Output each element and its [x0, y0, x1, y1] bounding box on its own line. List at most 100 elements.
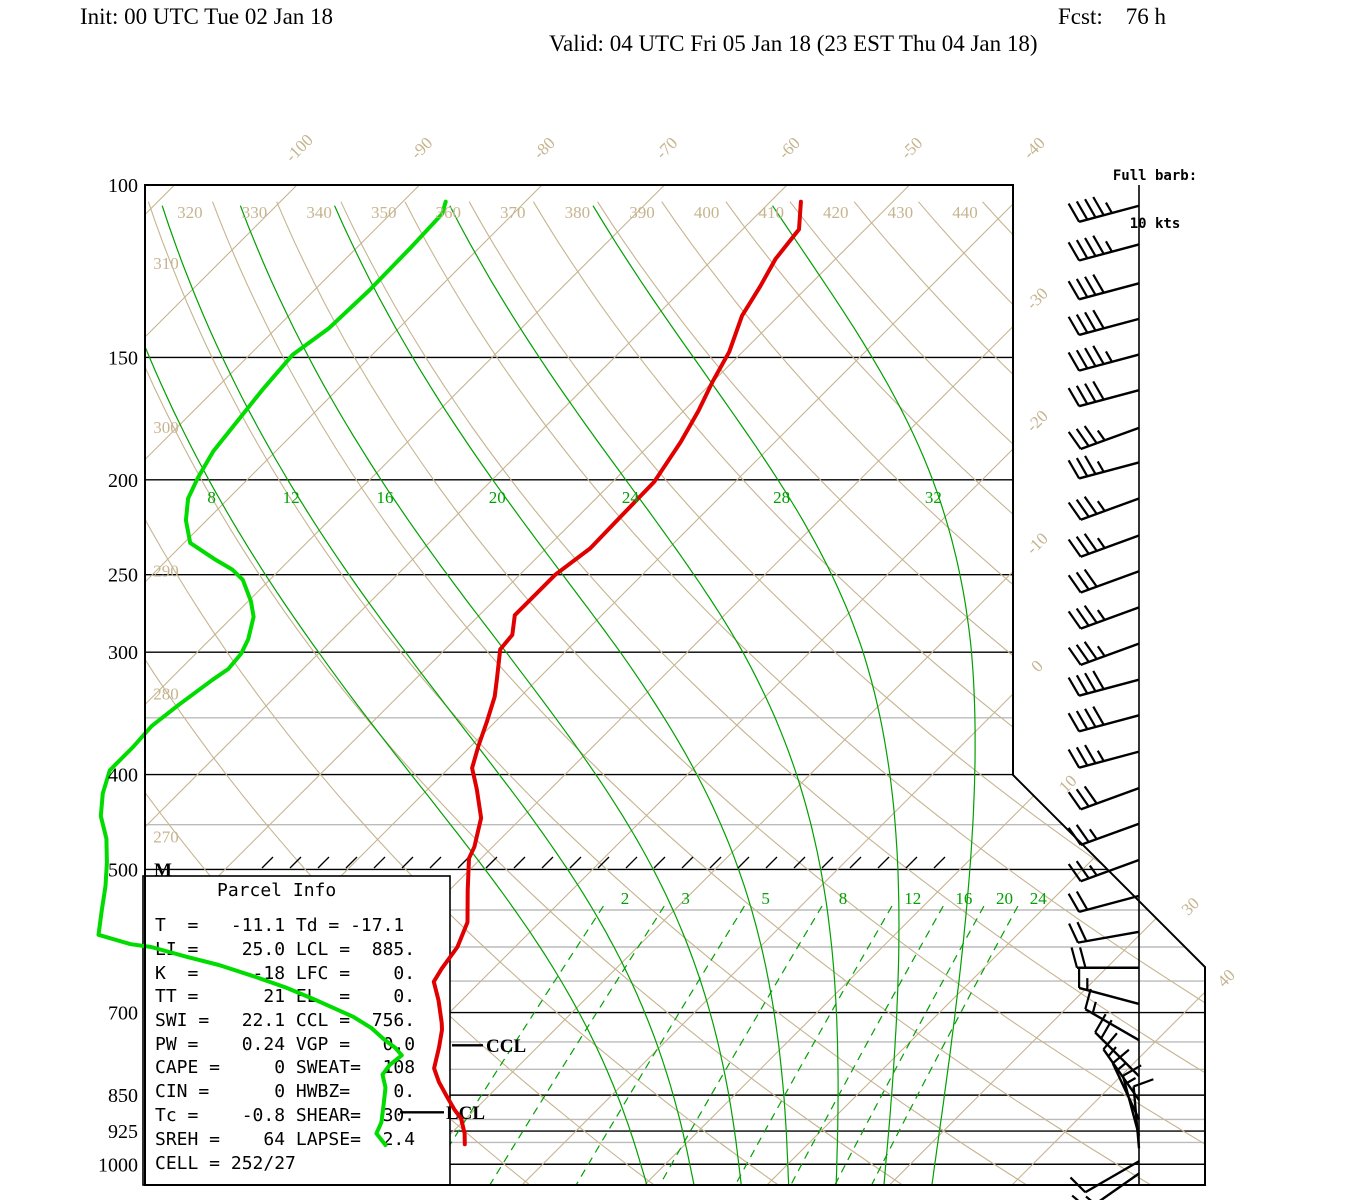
parcel-info-title: Parcel Info — [217, 880, 336, 901]
svg-text:370: 370 — [500, 203, 526, 222]
wind-barb — [1078, 966, 1140, 1006]
temperature-curve — [431, 199, 803, 1147]
svg-text:-20: -20 — [1022, 406, 1051, 435]
wind-barb — [1068, 921, 1140, 944]
wind-barb — [1067, 706, 1140, 733]
parcel-row: CELL = 252/27 — [155, 1153, 296, 1174]
svg-text:250: 250 — [108, 565, 138, 587]
wind-barb — [1084, 988, 1140, 1042]
svg-text:16: 16 — [955, 889, 972, 908]
svg-text:320: 320 — [177, 203, 203, 222]
svg-text:350: 350 — [371, 203, 397, 222]
svg-text:400: 400 — [108, 765, 138, 787]
svg-text:-30: -30 — [1022, 284, 1051, 313]
parcel-row: TT = 21 EL = 0. — [155, 986, 415, 1007]
wind-barb — [1067, 345, 1140, 372]
svg-text:30: 30 — [1178, 894, 1203, 919]
parcel-row: SWI = 22.1 CCL = 756. — [155, 1010, 415, 1031]
wind-barb — [1067, 568, 1140, 594]
svg-text:380: 380 — [565, 203, 591, 222]
wind-barb — [1067, 309, 1140, 337]
svg-text:150: 150 — [108, 347, 138, 369]
parcel-row: Tc = -0.8 SHEAR= 30. — [155, 1105, 415, 1126]
svg-text:0: 0 — [1027, 656, 1046, 675]
parcel-info-box: Parcel Info T = -11.1 Td = -17.1 LI = 25… — [142, 875, 451, 1186]
svg-text:200: 200 — [108, 470, 138, 492]
ccl-marker-label: CCL — [486, 1036, 526, 1057]
full-barb-legend-line1: Full barb: — [1112, 168, 1198, 184]
svg-text:310: 310 — [153, 254, 179, 273]
svg-text:12: 12 — [283, 488, 300, 507]
svg-text:24: 24 — [622, 488, 640, 507]
svg-text:420: 420 — [823, 203, 849, 222]
parcel-row: CIN = 0 HWBZ= 0. — [155, 1081, 415, 1102]
wind-barb — [1067, 235, 1140, 262]
wind-barb — [1067, 670, 1140, 697]
wind-barb — [1067, 604, 1140, 630]
svg-text:440: 440 — [952, 203, 978, 222]
svg-text:2: 2 — [621, 889, 630, 908]
wind-barb — [1067, 496, 1140, 521]
sounding-profiles — [96, 199, 803, 1148]
svg-text:270: 270 — [153, 828, 179, 847]
svg-text:-80: -80 — [529, 133, 558, 162]
full-barb-legend: Full barb: 10 kts — [1100, 136, 1210, 264]
valid-time-label: Valid: 04 UTC Fri 05 Jan 18 (23 EST Thu … — [549, 31, 1038, 56]
wind-barb — [1067, 822, 1140, 847]
svg-text:-100: -100 — [281, 130, 316, 165]
svg-text:10: 10 — [1055, 771, 1080, 796]
m-level-label: M — [154, 860, 172, 881]
svg-text:360: 360 — [435, 203, 461, 222]
parcel-row: K = -18 LFC = 0. — [155, 963, 415, 984]
parcel-row: CAPE = 0 SWEAT= 108 — [155, 1057, 415, 1078]
wind-barb — [1067, 455, 1140, 480]
wind-barb — [1067, 641, 1140, 666]
svg-text:-10: -10 — [1022, 529, 1051, 558]
wind-barb — [1071, 1172, 1140, 1200]
svg-text:430: 430 — [888, 203, 914, 222]
wind-barb — [1070, 947, 1139, 969]
svg-text:280: 280 — [153, 684, 179, 703]
chart-frame — [144, 184, 1206, 1186]
wind-barb — [1067, 196, 1140, 223]
wind-barb — [1067, 858, 1140, 883]
parcel-row: PW = 0.24 VGP = 0.0 — [155, 1034, 415, 1055]
svg-text:12: 12 — [904, 889, 921, 908]
svg-text:8: 8 — [839, 889, 848, 908]
svg-text:100: 100 — [108, 175, 138, 197]
svg-text:40: 40 — [1213, 965, 1238, 990]
full-barb-legend-line2: 10 kts — [1129, 216, 1181, 232]
svg-text:32: 32 — [925, 488, 942, 507]
parcel-row: SREH = 64 LAPSE= 2.4 — [155, 1129, 415, 1150]
wind-barb — [1069, 1160, 1140, 1194]
dewpoint-curve — [96, 199, 448, 1148]
svg-text:1000: 1000 — [98, 1154, 138, 1176]
svg-text:20: 20 — [489, 488, 506, 507]
wind-barb — [1067, 744, 1140, 769]
svg-text:400: 400 — [694, 203, 720, 222]
svg-text:410: 410 — [758, 203, 784, 222]
svg-text:300: 300 — [108, 642, 138, 664]
wind-barb — [1067, 380, 1140, 408]
parcel-row: T = -11.1 Td = -17.1 — [155, 915, 404, 936]
svg-text:330: 330 — [242, 203, 268, 222]
svg-text:340: 340 — [306, 203, 332, 222]
wind-barb — [1067, 425, 1140, 451]
wind-barb — [1067, 273, 1140, 301]
svg-text:925: 925 — [108, 1121, 138, 1143]
init-time-label: Init: 00 UTC Tue 02 Jan 18 — [80, 4, 334, 29]
svg-text:-50: -50 — [897, 133, 926, 162]
svg-text:300: 300 — [153, 418, 179, 437]
wind-barb — [1132, 1078, 1154, 1149]
svg-text:290: 290 — [153, 561, 179, 580]
wind-barb — [1067, 533, 1140, 558]
svg-text:20: 20 — [996, 889, 1013, 908]
wind-barb — [1067, 890, 1140, 914]
forecast-hour-label: Fcst: 76 h — [1058, 4, 1166, 29]
svg-text:700: 700 — [108, 1003, 138, 1025]
svg-text:-60: -60 — [774, 133, 803, 162]
parcel-row: LI = 25.0 LCL = 885. — [155, 939, 415, 960]
wind-barbs — [1067, 196, 1154, 1200]
